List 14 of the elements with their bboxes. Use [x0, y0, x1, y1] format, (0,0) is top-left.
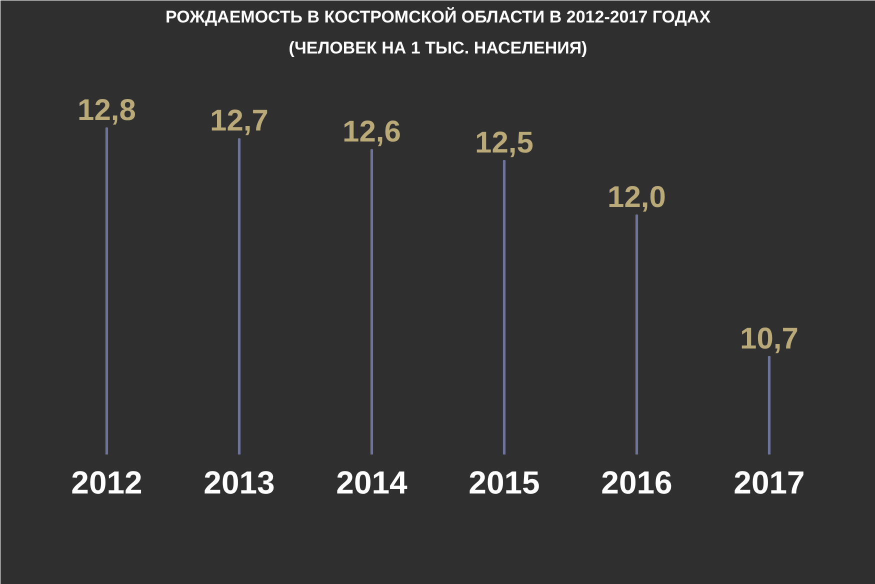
x-tick-label: 2013 — [204, 464, 275, 500]
x-tick-label: 2015 — [468, 464, 540, 500]
data-label: 12,5 — [475, 126, 534, 160]
data-label: 10,7 — [740, 322, 798, 356]
data-label: 12,7 — [210, 104, 268, 138]
data-label: 12,0 — [608, 180, 666, 214]
x-tick-label: 2012 — [71, 464, 142, 500]
data-label: 12,6 — [342, 116, 401, 149]
x-tick-label: 2017 — [734, 464, 805, 500]
x-tick-label: 2014 — [336, 464, 408, 500]
x-tick-label: 2016 — [601, 464, 672, 500]
data-label: 12,8 — [78, 94, 136, 127]
chart-subtitle: (ЧЕЛОВЕК НА 1 ТЫС. НАСЕЛЕНИЯ) — [288, 38, 588, 58]
chart-title: РОЖДАЕМОСТЬ В КОСТРОМСКОЙ ОБЛАСТИ В 2012-2017 ГОДАХ — [165, 6, 712, 26]
